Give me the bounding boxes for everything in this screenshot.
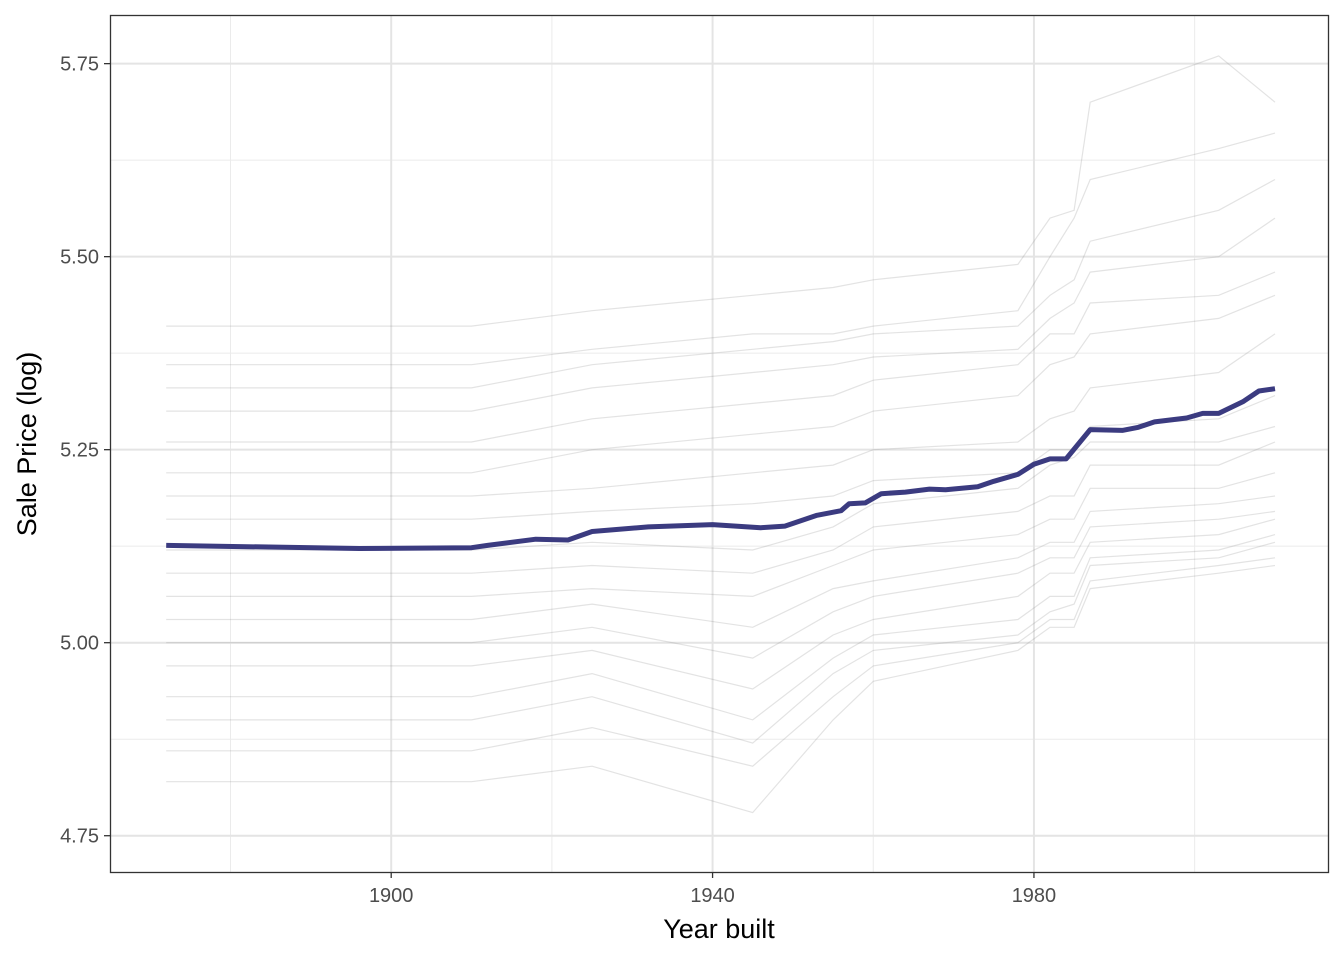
- individual-curve: [166, 294, 1276, 474]
- individual-curve: [166, 541, 1276, 744]
- x-axis-title: Year built: [663, 914, 775, 944]
- individual-curve: [166, 510, 1276, 659]
- x-tick-label: 1980: [1012, 885, 1057, 907]
- plot-border: [109, 14, 1330, 874]
- y-axis: 4.75 5.00 5.25 5.50 5.75: [60, 54, 110, 848]
- individual-curve: [166, 425, 1276, 551]
- individual-curve: [166, 472, 1276, 598]
- y-tick-label: 5.25: [60, 440, 99, 462]
- individual-curve: [166, 271, 1276, 443]
- individual-curve: [166, 534, 1276, 721]
- y-tick-label: 5.75: [60, 54, 99, 76]
- individual-curve: [166, 217, 1276, 412]
- y-tick-label: 5.00: [60, 633, 99, 655]
- y-tick-label: 4.75: [60, 826, 99, 848]
- individual-curve: [166, 557, 1276, 767]
- x-tick-label: 1940: [690, 885, 735, 907]
- x-axis: 1900 1940 1980: [369, 872, 1056, 907]
- y-axis-title: Sale Price (log): [12, 352, 42, 537]
- y-tick-label: 5.50: [60, 247, 99, 269]
- individual-curve: [166, 495, 1276, 628]
- grid: [110, 15, 1328, 872]
- individual-curve: [166, 178, 1276, 389]
- average-curve: [166, 386, 1276, 551]
- x-tick-label: 1900: [369, 885, 414, 907]
- individual-curve: [166, 55, 1276, 327]
- individual-curve: [166, 395, 1276, 520]
- individual-curve: [166, 132, 1276, 366]
- average-curve-group: [166, 386, 1276, 551]
- individual-curves: [166, 55, 1276, 814]
- individual-curve: [166, 564, 1276, 814]
- individual-curve: [166, 518, 1276, 690]
- individual-curve: [166, 441, 1276, 574]
- individual-curve: [166, 333, 1276, 497]
